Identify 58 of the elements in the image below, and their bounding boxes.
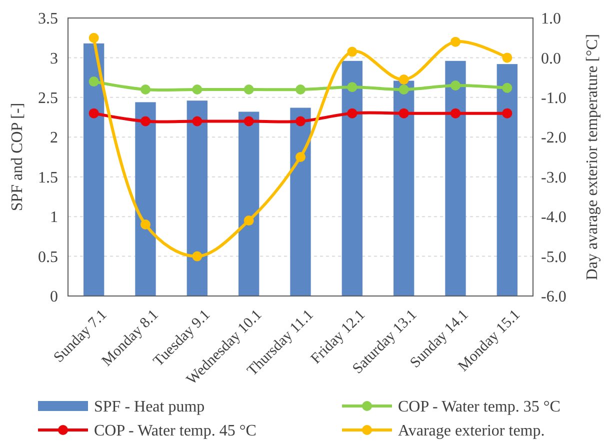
bar (238, 112, 260, 296)
point (296, 116, 306, 126)
point (192, 116, 202, 126)
point (88, 76, 99, 87)
point (296, 152, 306, 162)
bar (394, 80, 414, 296)
y-tick-label: 1.5 (38, 169, 58, 186)
legend-label: SPF - Heat pump (94, 398, 205, 416)
point (398, 84, 409, 94)
y2-tick-label: -1.0 (541, 90, 566, 108)
y-tick-label: 1 (50, 209, 58, 226)
legend-label: COP - Water temp. 45 °C (94, 422, 256, 440)
y2-tick-label: 0.0 (541, 50, 561, 68)
y2-axis-title: Day avarage exterior temperature [°C] (584, 34, 601, 280)
point (450, 36, 460, 47)
legend-label: COP - Water temp. 35 °C (398, 398, 560, 416)
point (502, 52, 512, 63)
point (347, 82, 358, 92)
y-tick-label: 3.5 (38, 10, 58, 28)
point (450, 108, 460, 118)
y-tick-label: 3 (50, 50, 58, 68)
point (244, 216, 254, 226)
bar (445, 60, 466, 296)
point (502, 108, 512, 118)
y2-tick-label: 1.0 (541, 10, 561, 28)
point (88, 32, 99, 43)
bar (186, 100, 208, 296)
point (192, 251, 202, 262)
point (450, 80, 460, 91)
y-tick-label: 0 (50, 288, 58, 306)
y-tick-label: 0.5 (38, 248, 58, 266)
bar (342, 60, 362, 296)
point (296, 84, 306, 94)
point (347, 46, 358, 57)
point (244, 84, 254, 94)
y2-tick-label: -2.0 (541, 130, 566, 147)
y2-tick-label: -6.0 (541, 288, 566, 306)
y2-tick-label: -3.0 (541, 169, 566, 186)
point (192, 84, 202, 94)
point (347, 108, 358, 118)
point (502, 82, 512, 93)
y-axis-title: SPF and COP [-] (9, 102, 26, 212)
point (140, 116, 150, 126)
y-tick-label: 2 (50, 130, 58, 147)
bar (84, 43, 104, 296)
point (140, 220, 150, 230)
y2-tick-label: -4.0 (541, 209, 566, 226)
point (398, 108, 409, 118)
y-tick-label: 2.5 (38, 90, 58, 108)
bar (135, 102, 156, 296)
bar (496, 64, 518, 296)
point (398, 74, 409, 85)
bar (290, 108, 311, 296)
point (140, 84, 150, 94)
point (88, 108, 99, 118)
legend-label: Avarage exterior temp. (398, 422, 545, 440)
y2-tick-label: -5.0 (541, 248, 566, 266)
point (244, 116, 254, 126)
